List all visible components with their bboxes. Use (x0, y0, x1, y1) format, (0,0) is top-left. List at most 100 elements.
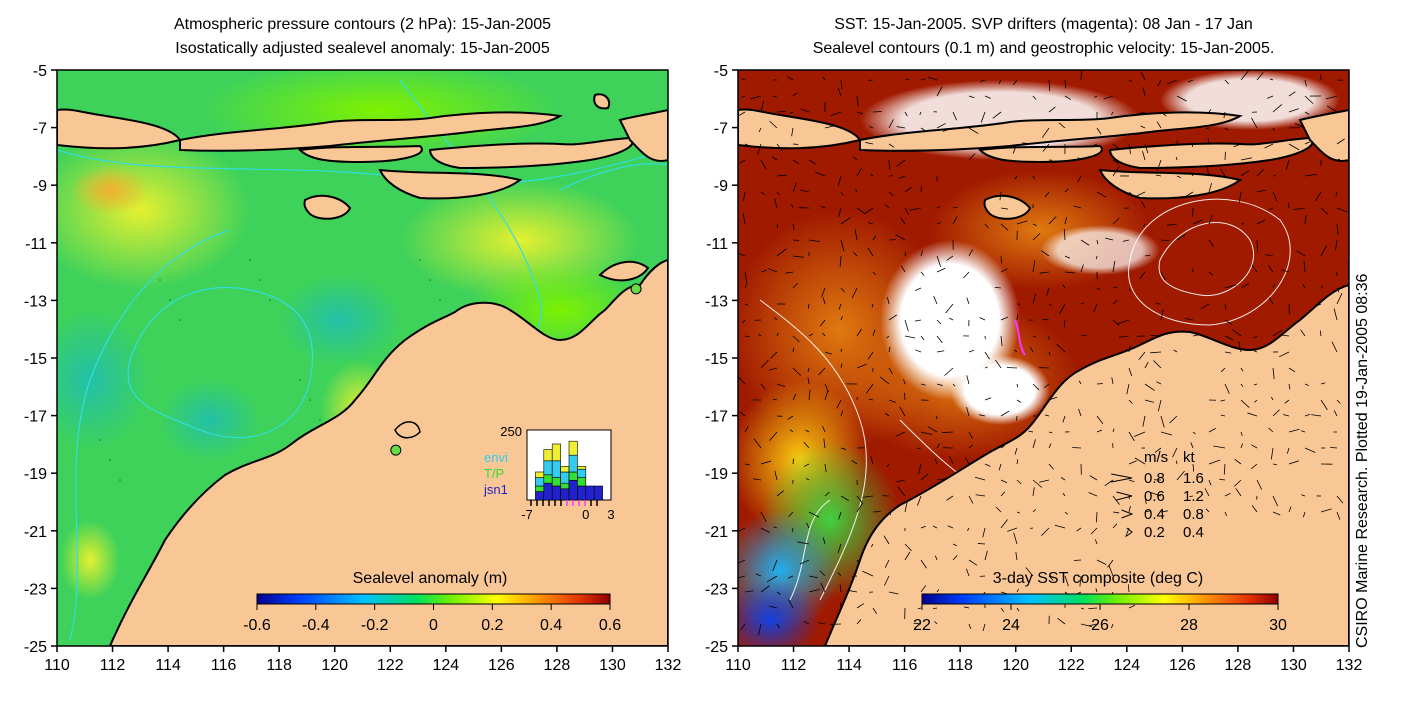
velocity-arrow (1128, 479, 1135, 483)
velocity-arrow (1054, 524, 1066, 529)
velocity-arrow (1117, 319, 1130, 325)
velocity-arrow (856, 495, 863, 504)
velocity-arrow (984, 366, 988, 369)
left-y-tick-label: -21 (24, 524, 47, 541)
left-y-tick-label: -13 (24, 293, 47, 310)
velocity-legend: m/s kt 0.8 1.60.6 1.20.4 0.80.2 0.4 (1111, 449, 1204, 541)
velocity-arrow (888, 314, 897, 321)
velocity-arrow (1272, 283, 1276, 289)
velocity-arrow (904, 187, 912, 193)
velocity-arrow (1224, 492, 1231, 497)
velocity-arrow (776, 383, 786, 388)
velocity-arrow (750, 95, 762, 100)
velocity-arrow (1080, 302, 1084, 305)
velocity-arrow (920, 250, 923, 257)
velocity-arrow (830, 111, 842, 117)
velocity-arrow (1127, 584, 1130, 593)
velocity-arrow (818, 367, 826, 376)
left-y-tick-label: -23 (24, 581, 47, 598)
velocity-arrow (1301, 494, 1306, 497)
velocity-arrow (936, 335, 943, 344)
velocity-arrow (1192, 111, 1198, 114)
velocity-arrow (1078, 380, 1082, 385)
velocity-arrow (900, 217, 906, 225)
velocity-arrow (766, 575, 778, 583)
velocity-arrow (1336, 287, 1340, 293)
velocity-arrow (1281, 269, 1290, 273)
velocity-arrow (839, 255, 842, 267)
velocity-arrow (792, 393, 797, 401)
velocity-arrow (1137, 111, 1146, 115)
velocity-arrow (968, 249, 973, 257)
velocity-arrow (1272, 191, 1278, 202)
velocity-arrow (1238, 341, 1242, 353)
velocity-arrow (1096, 191, 1107, 198)
velocity-arrow (787, 76, 794, 81)
velocity-arrow (789, 429, 794, 433)
velocity-arrow (1233, 143, 1242, 148)
velocity-arrow (1103, 95, 1114, 100)
velocity-arrow (1335, 239, 1338, 251)
velocity-arrow (1090, 527, 1098, 535)
velocity-arrow (928, 76, 938, 81)
velocity-arrow (805, 429, 810, 433)
velocity-arrow (1150, 351, 1162, 354)
velocity-arrow (1330, 446, 1338, 449)
velocity-arrow (806, 522, 810, 529)
velocity-arrow (791, 527, 794, 533)
velocity-arrow (753, 438, 762, 449)
velocity-arrow (1032, 487, 1035, 497)
velocity-arrow (803, 463, 810, 467)
velocity-arrow (1224, 319, 1233, 326)
velocity-arrow (946, 495, 954, 501)
velocity-arrow (772, 559, 778, 572)
velocity-arrow (838, 511, 842, 520)
left-y-tick-label: -15 (24, 351, 47, 368)
velocity-arrow (952, 543, 958, 547)
velocity-arrow (822, 297, 826, 305)
velocity-arrow (760, 159, 767, 170)
velocity-arrow (1240, 157, 1252, 161)
velocity-arrow (1128, 79, 1133, 83)
velocity-arrow (837, 87, 842, 97)
velocity-arrow (1060, 477, 1066, 481)
velocity-arrow (776, 111, 786, 113)
velocity-arrow (742, 191, 746, 201)
velocity-arrow (1247, 412, 1258, 417)
velocity-arrow (1160, 510, 1168, 513)
velocity-arrow (1208, 214, 1213, 225)
velocity-arrow (1112, 260, 1116, 273)
velocity-arrow (936, 267, 946, 273)
velocity-arrow (968, 95, 975, 99)
velocity-arrow (1160, 309, 1164, 321)
velocity-arrow (1128, 431, 1135, 442)
velocity-arrow (741, 95, 746, 98)
velocity-arrow (1184, 191, 1194, 198)
velocity-arrow (803, 620, 810, 625)
velocity-arrow (774, 198, 778, 209)
velocity-arrow (808, 575, 818, 579)
velocity-arrow (1064, 216, 1068, 225)
velocity-arrow (866, 383, 874, 394)
velocity-arrow (1108, 565, 1114, 577)
velocity-arrow (1062, 284, 1066, 289)
right-x-tick-label: 110 (725, 657, 751, 674)
right-x-tick-label: 112 (781, 657, 807, 674)
velocity-arrow (1176, 233, 1186, 241)
inset-legend-jsn1: jsn1 (483, 482, 508, 497)
velocity-arrow (1112, 143, 1120, 149)
velocity-arrow (1000, 491, 1006, 497)
velocity-arrow (933, 295, 938, 305)
velocity-arrow (1128, 604, 1136, 609)
velocity-arrow (968, 559, 978, 566)
velocity-arrow (1014, 175, 1018, 180)
velocity-legend-kt: 1.6 (1183, 470, 1204, 487)
velocity-arrow (936, 319, 942, 325)
velocity-arrow (1076, 527, 1082, 532)
inset-bar-other (551, 443, 561, 462)
velocity-arrow (1272, 104, 1282, 113)
velocity-arrow (1304, 173, 1317, 177)
velocity-arrow (920, 271, 925, 276)
velocity-arrow (838, 207, 842, 218)
velocity-arrow (872, 111, 882, 113)
